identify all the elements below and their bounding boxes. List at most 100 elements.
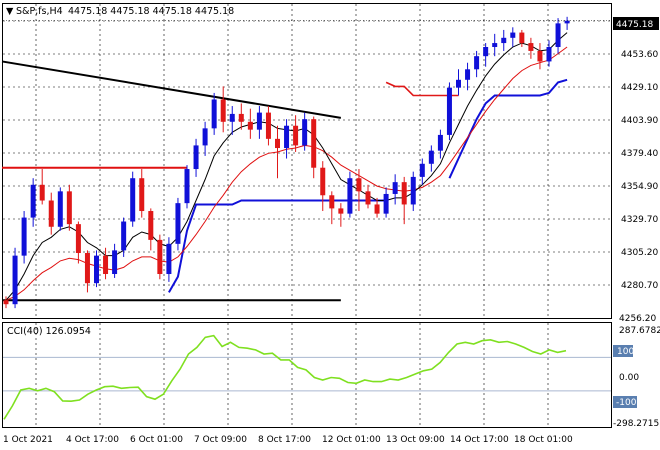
- bull-candle: [202, 128, 208, 146]
- bear-candle: [293, 125, 299, 146]
- bull-candle: [510, 32, 516, 38]
- bull-candle: [184, 169, 190, 204]
- bull-candle: [465, 69, 471, 80]
- bull-candle: [474, 56, 480, 70]
- bull-candle: [383, 193, 389, 214]
- cci-title: CCI(40) 126.0954: [7, 326, 91, 337]
- bear-candle: [75, 224, 81, 254]
- time-tick: 14 Oct 17:00: [450, 435, 509, 445]
- bear-candle: [220, 99, 226, 122]
- bear-candle: [139, 178, 145, 212]
- price-tick: 4305.20: [621, 248, 658, 258]
- bull-candle: [410, 176, 416, 205]
- bull-candle: [112, 250, 118, 275]
- bull-candle: [501, 37, 507, 44]
- bull-candle: [428, 150, 434, 164]
- current-price-box: [613, 17, 659, 30]
- bull-candle: [546, 46, 552, 62]
- price-series: [1, 16, 611, 309]
- bear-candle: [365, 191, 371, 205]
- price-tick: 4429.10: [621, 83, 658, 93]
- cci-grid: [3, 323, 611, 427]
- upper-channel-line: [385, 81, 459, 97]
- bear-candle: [48, 200, 54, 227]
- bull-candle: [57, 191, 63, 227]
- cci-axis-min: -298.2715: [613, 419, 659, 429]
- bull-candle: [564, 20, 570, 24]
- price-tick: 4453.60: [621, 50, 658, 60]
- bull-candle: [175, 203, 181, 244]
- bear-candle: [66, 191, 72, 225]
- price-tick: 4379.40: [621, 149, 658, 159]
- bear-candle: [39, 184, 45, 201]
- trendline: [1, 60, 342, 119]
- current-price-label: 4475.18: [616, 20, 653, 30]
- price-tick: 4329.70: [621, 215, 658, 225]
- price-panel-frame: [2, 3, 612, 319]
- time-tick: 12 Oct 01:00: [322, 435, 381, 445]
- cci-level-100-box: [613, 345, 633, 357]
- bear-candle: [84, 253, 90, 284]
- cci-level-minus100-box: [613, 396, 637, 408]
- bear-candle: [311, 119, 317, 168]
- bull-candle: [12, 255, 18, 305]
- cci-line: [3, 334, 567, 420]
- time-tick: 7 Oct 09:00: [194, 435, 247, 445]
- bear-candle: [103, 255, 109, 275]
- symbol-label: S&P,fs,H4: [16, 6, 63, 17]
- bull-candle: [492, 43, 498, 47]
- cci-panel-frame: [2, 322, 612, 428]
- bull-candle: [21, 217, 27, 256]
- bear-candle: [320, 167, 326, 196]
- bear-candle: [148, 211, 154, 240]
- bull-candle: [555, 23, 561, 47]
- bull-candle: [229, 113, 235, 122]
- time-tick: 18 Oct 01:00: [514, 435, 573, 445]
- bull-candle: [419, 163, 425, 177]
- bull-candle: [256, 112, 262, 130]
- price-tick: 4354.90: [621, 182, 658, 192]
- cci-level-100: 100: [617, 347, 634, 357]
- time-tick: 6 Oct 01:00: [130, 435, 183, 445]
- bull-candle: [166, 243, 172, 275]
- bull-candle: [284, 125, 290, 149]
- bear-candle: [238, 113, 244, 122]
- bear-candle: [519, 32, 525, 44]
- bull-candle: [392, 182, 398, 194]
- cci-level-zero: 0.00: [619, 373, 639, 383]
- time-tick: 13 Oct 09:00: [386, 435, 445, 445]
- bull-candle: [94, 255, 99, 284]
- bear-candle: [528, 43, 534, 51]
- bull-candle: [347, 178, 353, 214]
- bull-candle: [130, 178, 136, 222]
- price-tick: 4403.90: [621, 116, 658, 126]
- bear-candle: [374, 204, 380, 214]
- bull-candle: [446, 87, 452, 135]
- bear-candle: [3, 300, 9, 305]
- bull-candle: [456, 79, 461, 88]
- bear-candle: [401, 182, 407, 205]
- time-tick: 4 Oct 17:00: [66, 435, 119, 445]
- bear-candle: [329, 195, 335, 209]
- bear-candle: [157, 239, 163, 275]
- bull-candle: [193, 145, 199, 170]
- bear-candle: [537, 50, 543, 62]
- time-tick: 8 Oct 17:00: [258, 435, 311, 445]
- ohlc-readout: 4475.18 4475.18 4475.18 4475.18: [68, 6, 234, 17]
- price-grid: [3, 4, 611, 318]
- bear-candle: [247, 121, 253, 130]
- bull-candle: [302, 119, 308, 146]
- bear-candle: [338, 208, 344, 214]
- price-tick: 4256.20: [619, 314, 656, 324]
- time-tick: 1 Oct 2021: [3, 435, 53, 445]
- bear-candle: [265, 112, 271, 139]
- bull-candle: [483, 46, 489, 57]
- cci-level-minus100: -100: [616, 398, 637, 408]
- bull-candle: [437, 134, 443, 151]
- bull-candle: [211, 99, 217, 129]
- cci-series: [3, 334, 567, 420]
- price-tick: 4280.70: [621, 281, 658, 291]
- chart-menu-icon[interactable]: ▼: [6, 6, 14, 17]
